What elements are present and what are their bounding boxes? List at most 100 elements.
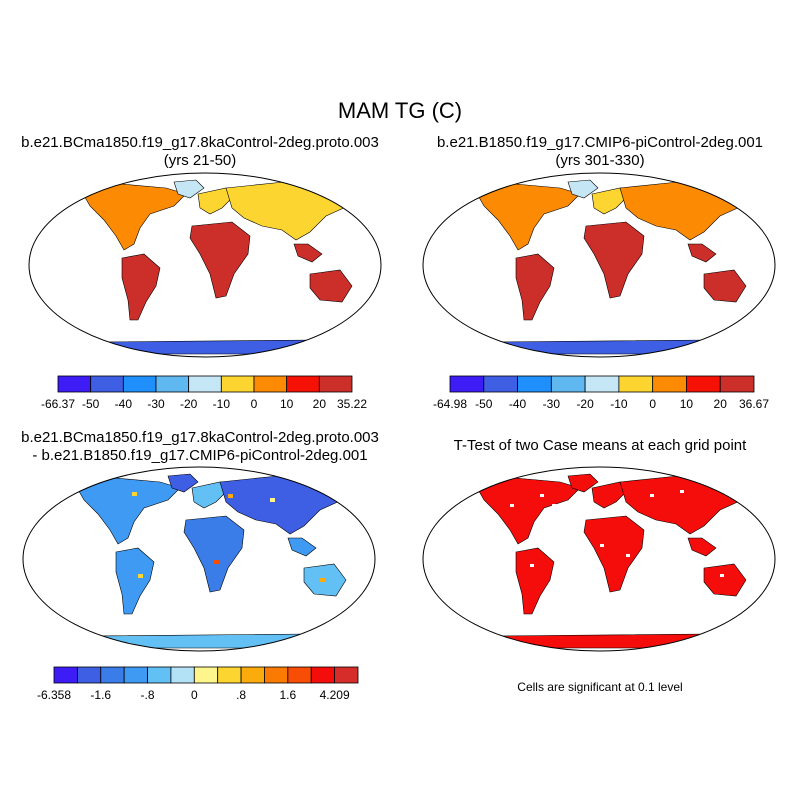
colorbar-box xyxy=(155,375,190,393)
colorbar-tick-label: 20 xyxy=(313,397,327,411)
colorbar-box xyxy=(188,375,222,393)
figure-title: MAM TG (C) xyxy=(337,98,463,123)
landmass-australia xyxy=(703,563,747,597)
insignificant-cell xyxy=(680,490,684,493)
colorbar-box xyxy=(122,375,157,393)
panel3-map xyxy=(22,466,376,652)
colorbar-box xyxy=(334,666,359,684)
panel2-title-line1: b.e21.B1850.f19_g17.CMIP6-piControl-2deg… xyxy=(436,134,764,151)
colorbar-box xyxy=(318,375,353,393)
colorbar-tick-label: 20 xyxy=(714,397,728,411)
landmass-seasia xyxy=(287,537,317,557)
anomaly-spot xyxy=(270,498,275,502)
map-boundary xyxy=(422,172,776,358)
land-layer xyxy=(68,473,347,649)
colorbar-tick-label: -64.98 xyxy=(433,397,467,411)
colorbar-box xyxy=(483,375,518,393)
landmass-africa xyxy=(183,515,245,593)
landmass-seasia xyxy=(687,537,717,557)
colorbar-tick-label: -1.6 xyxy=(90,688,111,702)
landmass-samerica xyxy=(515,253,555,321)
landmass-africa xyxy=(583,221,645,299)
landmass-greenland xyxy=(173,179,205,199)
landmass-africa xyxy=(189,221,251,299)
colorbar-tick-label: 10 xyxy=(280,397,294,411)
landmass-namerica xyxy=(75,477,181,545)
landmass-australia xyxy=(309,269,353,303)
colorbar-box xyxy=(57,375,92,393)
colorbar-tick-label: -30 xyxy=(147,397,165,411)
insignificant-cell xyxy=(650,494,654,497)
panel2-title: b.e21.B1850.f19_g17.CMIP6-piControl-2deg… xyxy=(400,134,800,170)
landmass-greenland xyxy=(567,179,599,199)
colorbar-box xyxy=(449,375,485,393)
panel2-colorbar: -64.98 -50 -40 -30 -20 -10 0 10 20 36.67 xyxy=(433,375,769,411)
colorbar-tick-label: 0 xyxy=(191,688,198,702)
colorbar-box xyxy=(618,375,654,393)
panel1-title-line1: b.e21.BCma1850.f19_g17.8kaControl-2deg.p… xyxy=(21,134,379,151)
anomaly-spot xyxy=(228,494,233,498)
landmass-greenland xyxy=(567,473,599,493)
panel1-colorbar: -66.37 -50 -40 -30 -20 -10 0 10 20 35.22 xyxy=(41,375,367,411)
colorbar-box xyxy=(264,666,289,684)
anomaly-spot xyxy=(320,578,325,582)
anomaly-spot xyxy=(132,492,137,496)
colorbar-box xyxy=(686,375,721,393)
map-boundary xyxy=(22,466,376,652)
colorbar-tick-label: 1.6 xyxy=(280,688,297,702)
landmass-africa xyxy=(583,515,645,593)
landmass-samerica xyxy=(121,253,161,321)
colorbar-box xyxy=(652,375,687,393)
colorbar-tick-label: 4.209 xyxy=(320,688,350,702)
land-layer xyxy=(468,179,747,355)
panel2-title-line2: (yrs 301-330) xyxy=(555,152,645,169)
colorbar-tick-label: 35.22 xyxy=(337,397,367,411)
colorbar-tick-label: -30 xyxy=(543,397,561,411)
insignificant-cell xyxy=(626,554,630,557)
landmass-seasia xyxy=(687,243,717,263)
colorbar-box xyxy=(147,666,172,684)
colorbar-box xyxy=(170,666,195,684)
landmass-namerica xyxy=(81,183,187,251)
map-boundary xyxy=(422,466,776,652)
colorbar-box xyxy=(220,375,255,393)
panel1-title: b.e21.BCma1850.f19_g17.8kaControl-2deg.p… xyxy=(0,134,400,170)
panel4-map xyxy=(422,466,776,652)
insignificant-cell xyxy=(600,544,604,547)
colorbar-box xyxy=(253,375,288,393)
colorbar-tick-label: 0 xyxy=(251,397,258,411)
colorbar-box xyxy=(286,375,320,393)
landmass-australia xyxy=(703,269,747,303)
colorbar-tick-label: -6.358 xyxy=(37,688,71,702)
colorbar-tick-label: -40 xyxy=(509,397,527,411)
colorbar-box xyxy=(584,375,620,393)
colorbar-box xyxy=(100,666,125,684)
colorbar-tick-label: 0 xyxy=(649,397,656,411)
panel3-title: b.e21.BCma1850.f19_g17.8kaControl-2deg.p… xyxy=(0,429,400,465)
panel1-title-line2: (yrs 21-50) xyxy=(163,152,237,169)
colorbar-tick-label: 10 xyxy=(680,397,694,411)
colorbar-tick-label: -40 xyxy=(115,397,133,411)
colorbar-tick-label: -50 xyxy=(475,397,493,411)
colorbar-box xyxy=(53,666,78,684)
panel2-map xyxy=(422,172,776,358)
anomaly-spot xyxy=(214,560,219,564)
colorbar-tick-label: -.8 xyxy=(141,688,155,702)
insignificant-cell xyxy=(552,504,556,507)
colorbar-box xyxy=(123,666,148,684)
insignificant-cell xyxy=(540,494,544,497)
panel3-colorbar: -6.358 -1.6 -.8 0 .8 1.6 4.209 xyxy=(37,666,359,702)
colorbar-tick-label: -10 xyxy=(610,397,628,411)
land-layer xyxy=(74,179,353,355)
landmass-samerica xyxy=(115,547,155,615)
colorbar-box xyxy=(193,666,219,684)
colorbar-tick-label: -66.37 xyxy=(41,397,75,411)
land-layer xyxy=(468,473,747,649)
colorbar-box xyxy=(90,375,124,393)
landmass-namerica xyxy=(475,477,581,545)
map-boundary xyxy=(28,172,382,358)
landmass-namerica xyxy=(475,183,581,251)
landmass-greenland xyxy=(167,473,199,493)
panel3-title-line2: - b.e21.B1850.f19_g17.CMIP6-piControl-2d… xyxy=(32,447,368,464)
